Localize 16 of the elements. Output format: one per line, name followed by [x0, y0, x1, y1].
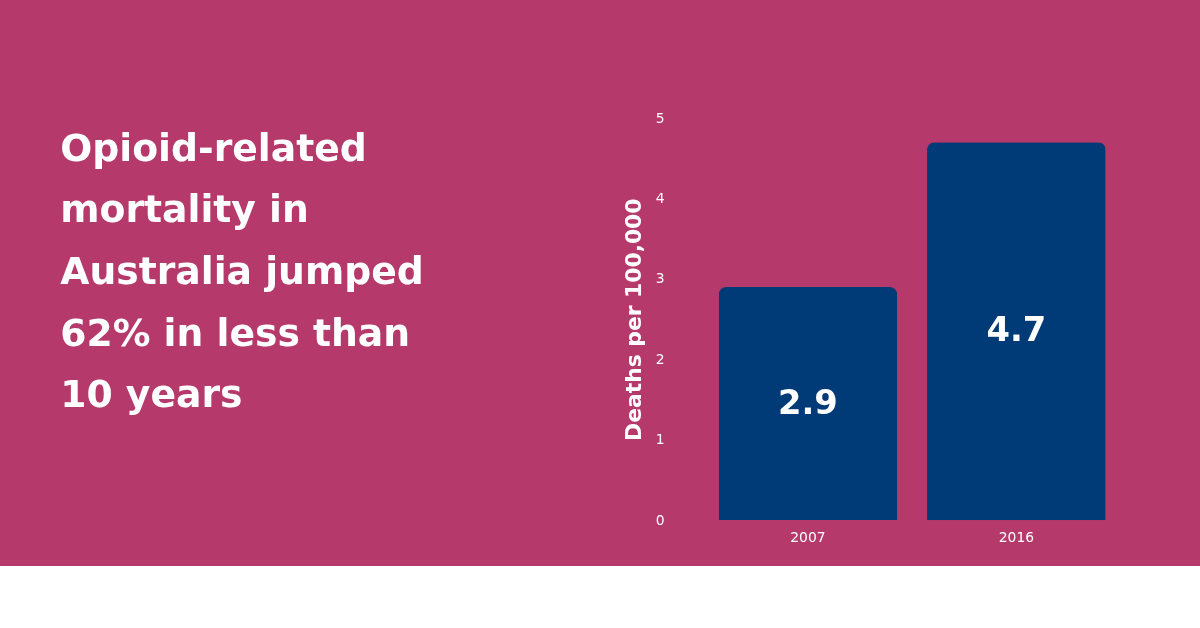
y-tick-label: 0 — [655, 511, 665, 528]
x-tick-label: 2016 — [998, 528, 1035, 545]
y-tick-label: 1 — [655, 431, 665, 448]
text: 10 years — [60, 372, 243, 417]
data-label: 4.7 — [986, 310, 1047, 350]
y-tick-label: 2 — [655, 350, 665, 367]
x-tick-label: 2007 — [790, 528, 826, 545]
data-label: 2.9 — [778, 382, 838, 422]
text: mortality in — [60, 187, 309, 232]
text: Opioid-related — [60, 125, 367, 170]
y-tick-label: 3 — [655, 270, 665, 287]
y-axis-title: Deaths per 100,000 — [620, 198, 646, 441]
text: 62% in less than — [60, 310, 411, 355]
text: Australia jumped — [60, 248, 424, 293]
y-tick-label: 4 — [655, 190, 665, 207]
y-tick-label: 5 — [655, 109, 665, 126]
